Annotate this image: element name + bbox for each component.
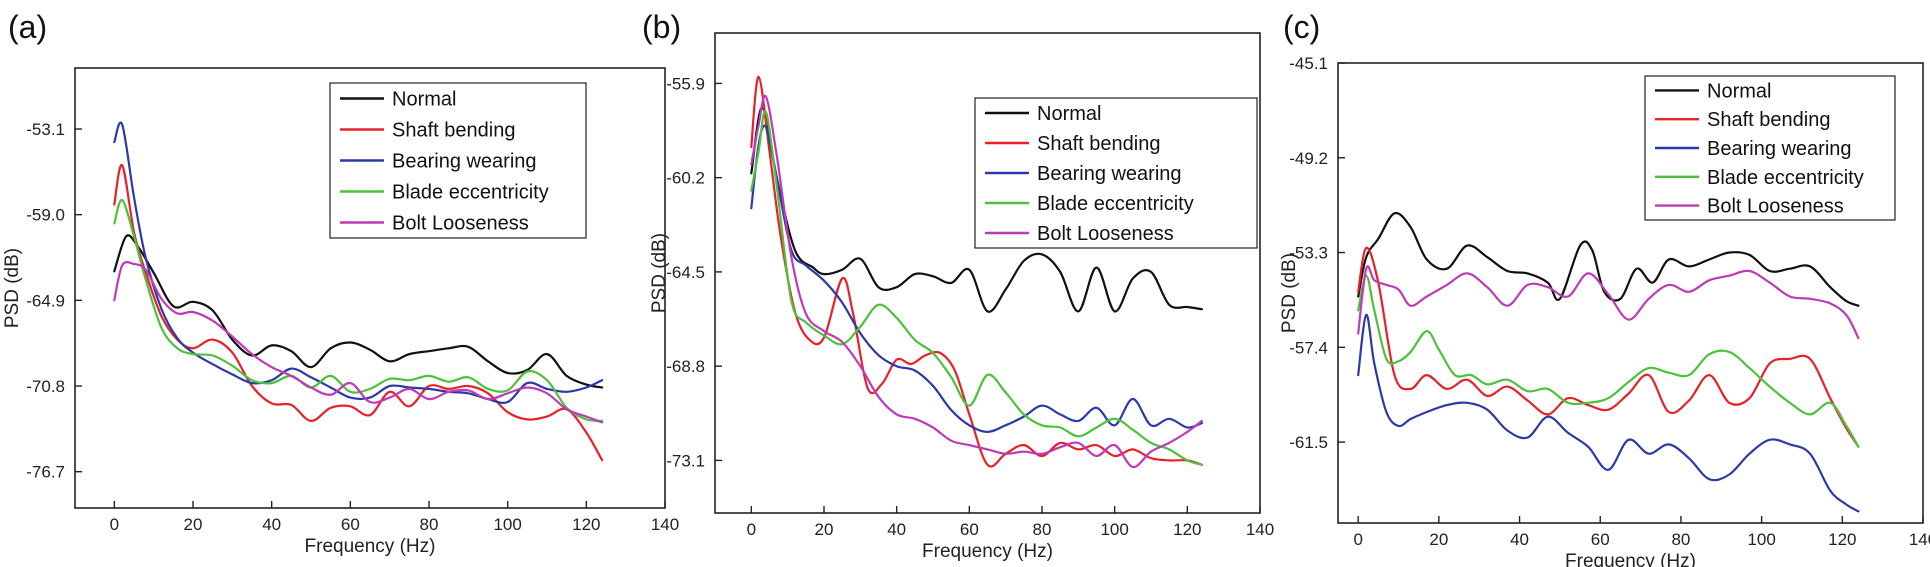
legend-label: Shaft bending [1707,109,1830,131]
y-tick-label: -68.8 [666,357,705,376]
legend-label: Blade eccentricity [392,182,549,204]
legend-label: Bolt Looseness [1037,223,1174,245]
x-tick-label: 80 [1671,530,1690,549]
x-tick-label: 100 [1100,520,1128,539]
x-tick-label: 0 [1353,530,1362,549]
series-line-normal [1357,211,1860,307]
chart-panel-1: (b) 0 20 40 60 80 100 120 140 -55.9 -60.2 -64.5 -68.… [642,9,1274,562]
panel-label: (a) [8,9,47,45]
y-axis-title: PSD (dB) [1279,253,1300,333]
y-tick-label: -60.2 [666,169,705,188]
x-axis-title: Frequency (Hz) [1565,551,1696,567]
series-line-bearing [750,124,1203,433]
series-line-shaft [750,75,1203,468]
x-tick-label: 140 [1909,530,1930,549]
legend-label: Shaft bending [1037,133,1160,155]
x-tick-label: 40 [262,515,281,534]
y-tick-label: -76.7 [26,463,65,482]
series-line-bolt [750,94,1203,469]
series-group [1357,211,1860,513]
y-tick-label: -57.4 [1289,338,1328,357]
legend-label: Bearing wearing [1707,138,1852,160]
legend-label: Bearing wearing [392,151,537,173]
series-line-bearing [113,121,604,404]
plot-frame [714,32,1261,514]
series-line-shaft [1357,246,1860,448]
legend-label: Bolt Looseness [1707,196,1844,218]
y-tick-label: -64.9 [26,291,65,310]
series-line-blade [750,110,1203,466]
series-line-bolt [1357,265,1860,340]
x-tick-label: 60 [960,520,979,539]
plot-frame [74,67,666,509]
legend-label: Bolt Looseness [392,213,529,235]
series-group [113,121,604,462]
panel-label: (b) [642,9,681,45]
x-tick-label: 20 [1429,530,1448,549]
legend-label: Blade eccentricity [1707,167,1864,189]
x-tick-label: 20 [184,515,203,534]
y-tick-label: -53.3 [1289,244,1328,263]
x-tick-label: 60 [341,515,360,534]
x-tick-label: 80 [1033,520,1052,539]
series-line-shaft [113,164,604,462]
y-axis-title: PSD (dB) [2,248,23,328]
y-tick-label: -64.5 [666,263,705,282]
x-tick-label: 60 [1591,530,1610,549]
x-tick-label: 120 [1828,530,1856,549]
panel-label: (c) [1283,9,1320,45]
plot-frame [1337,62,1924,524]
chart-panel-0: (a) 0 20 40 60 80 100 120 140 -53.1 -59.0 -64.9 -70.… [2,9,679,557]
series-line-bearing [1357,313,1860,513]
y-tick-label: -55.9 [666,74,705,93]
legend: Normal Shaft bending Bearing wearing Blade … [1644,75,1896,221]
x-tick-label: 120 [572,515,600,534]
y-tick-label: -53.1 [26,120,65,139]
y-tick-label: -73.1 [666,451,705,470]
y-tick-label: -45.1 [1289,54,1328,73]
legend-label: Shaft bending [392,120,515,142]
series-line-normal [750,106,1203,313]
legend: Normal Shaft bending Bearing wearing Blade … [329,82,587,239]
x-tick-label: 40 [1510,530,1529,549]
legend: Normal Shaft bending Bearing wearing Blade … [974,97,1258,249]
x-tick-label: 0 [747,520,756,539]
x-tick-label: 140 [1246,520,1274,539]
x-tick-label: 80 [420,515,439,534]
series-line-blade [113,198,604,422]
x-tick-label: 0 [110,515,119,534]
series-line-blade [1357,274,1860,448]
x-tick-label: 120 [1173,520,1201,539]
y-tick-label: -70.8 [26,377,65,396]
x-tick-label: 100 [493,515,521,534]
y-tick-label: -61.5 [1289,433,1328,452]
legend-label: Bearing wearing [1037,163,1182,185]
legend-label: Normal [1037,103,1101,125]
chart-panel-2: (c) 0 20 40 60 80 100 120 140 -45.1 -49.2 -53.3 -57.… [1279,9,1930,567]
legend-label: Normal [1707,80,1771,102]
x-tick-label: 140 [651,515,679,534]
x-tick-label: 40 [887,520,906,539]
x-tick-label: 20 [815,520,834,539]
legend-label: Blade eccentricity [1037,193,1194,215]
series-group [750,75,1203,469]
y-axis-title: PSD (dB) [649,233,670,313]
y-tick-label: -49.2 [1289,149,1328,168]
x-axis-title: Frequency (Hz) [922,541,1053,562]
x-axis-title: Frequency (Hz) [305,536,436,557]
y-tick-label: -59.0 [26,206,65,225]
legend-label: Normal [392,89,456,111]
x-tick-label: 100 [1747,530,1775,549]
series-line-normal [113,234,604,389]
series-line-bolt [113,261,604,424]
